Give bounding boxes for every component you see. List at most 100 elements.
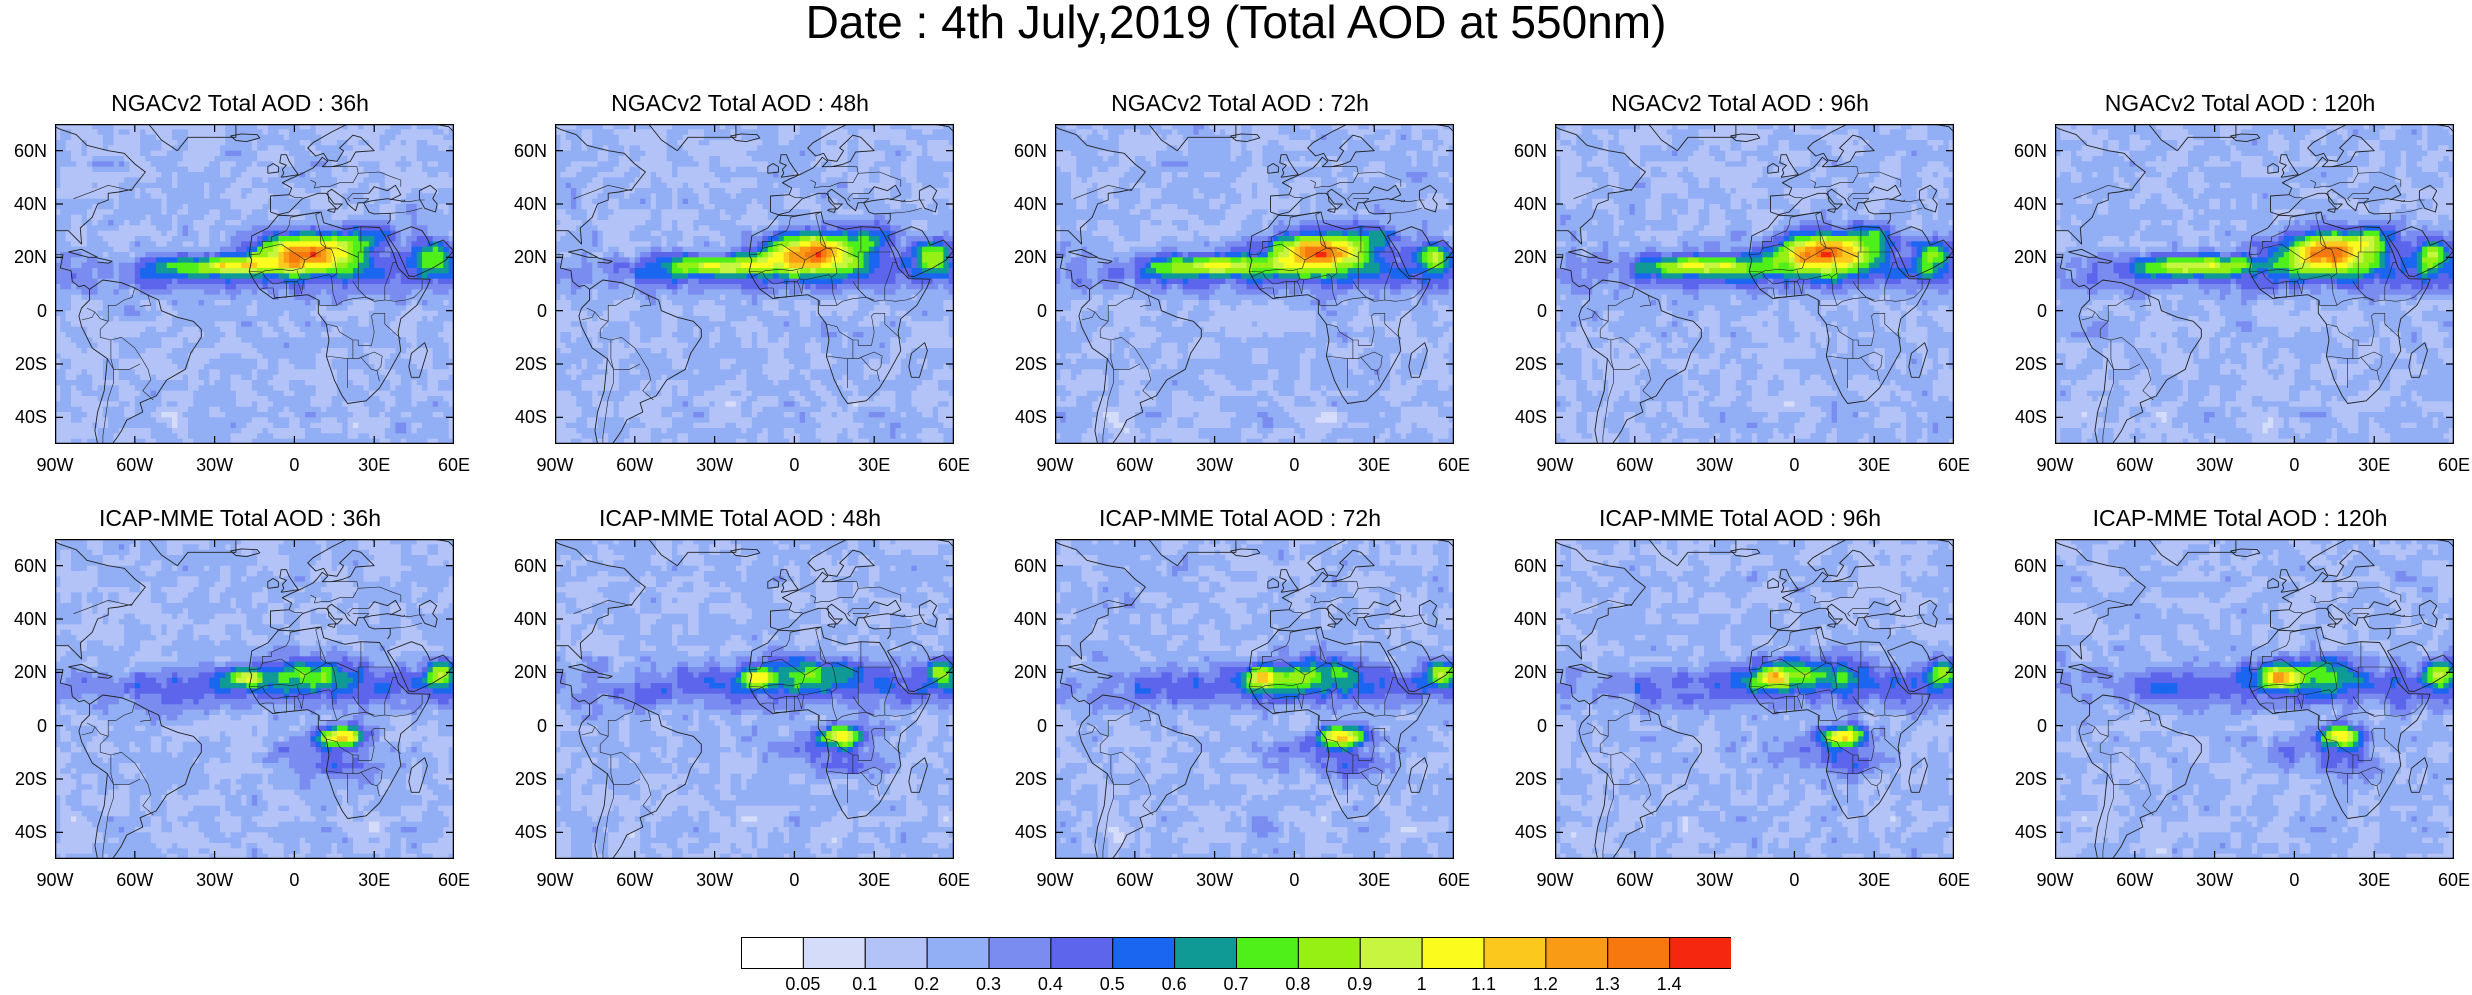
lon-tick-label: 60W <box>1105 871 1165 889</box>
aod-field <box>55 539 454 859</box>
map-frame <box>555 539 954 859</box>
lon-tick-label: 90W <box>1025 456 1085 474</box>
lon-tick-label: 90W <box>2025 456 2085 474</box>
lat-tick-label: 40S <box>987 408 1047 426</box>
lon-tick-label: 30W <box>1185 871 1245 889</box>
lat-tick-label: 20S <box>987 770 1047 788</box>
aod-field <box>2055 539 2454 859</box>
colorbar-tick-label: 0.6 <box>1144 975 1204 993</box>
panel-title: ICAP-MME Total AOD : 36h <box>0 505 480 531</box>
country-borders <box>573 581 925 859</box>
lon-tick-label: 30W <box>685 871 745 889</box>
lon-tick-label: 30E <box>1844 871 1904 889</box>
panel-title: ICAP-MME Total AOD : 96h <box>1500 505 1980 531</box>
colorbar-tick-label: 0.2 <box>897 975 957 993</box>
lat-tick-label: 40N <box>1487 195 1547 213</box>
lon-tick-label: 60E <box>1924 456 1984 474</box>
colorbar-tick-label: 1.3 <box>1577 975 1637 993</box>
lat-tick-label: 0 <box>1487 717 1547 735</box>
lat-tick-label: 40N <box>1487 610 1547 628</box>
aod-field <box>2055 124 2454 444</box>
lat-tick-label: 20N <box>1487 248 1547 266</box>
colorbar-tick-label: 0.8 <box>1268 975 1328 993</box>
axis-ticks <box>1055 539 1454 859</box>
map-frame <box>1055 124 1454 444</box>
lat-tick-label: 0 <box>987 717 1047 735</box>
lat-tick-label: 40S <box>487 823 547 841</box>
axis-ticks <box>2055 124 2454 444</box>
aod-field <box>55 124 454 444</box>
lon-tick-label: 0 <box>264 456 324 474</box>
lat-tick-label: 0 <box>1987 302 2047 320</box>
coastlines <box>55 539 454 859</box>
lat-tick-label: 40S <box>487 408 547 426</box>
lon-tick-label: 60W <box>605 871 665 889</box>
lon-tick-label: 0 <box>764 871 824 889</box>
aod-field <box>555 539 954 859</box>
lat-tick-label: 60N <box>1487 142 1547 160</box>
lon-tick-label: 30E <box>1344 871 1404 889</box>
lon-tick-label: 90W <box>2025 871 2085 889</box>
lat-tick-label: 60N <box>487 557 547 575</box>
colorbar-tick-label: 0.05 <box>773 975 833 993</box>
country-borders <box>2073 581 2425 859</box>
lat-tick-label: 60N <box>1487 557 1547 575</box>
colorbar-tick-label: 0.4 <box>1020 975 1080 993</box>
lat-tick-label: 40N <box>0 195 47 213</box>
aod-field <box>1555 539 1954 859</box>
axis-ticks <box>1555 539 1954 859</box>
colorbar-swatch <box>1421 937 1485 969</box>
aod-map <box>1555 124 1954 444</box>
map-panel: NGACv2 Total AOD : 96h 60N 40N 20N 0 20S 40S 90… <box>1500 90 1980 490</box>
colorbar-swatch <box>1359 937 1423 969</box>
axis-ticks <box>1555 124 1954 444</box>
lon-tick-label: 90W <box>1025 871 1085 889</box>
lon-tick-label: 30E <box>344 456 404 474</box>
lon-tick-label: 30W <box>685 456 745 474</box>
country-borders <box>1073 166 1425 444</box>
lat-tick-label: 40N <box>987 610 1047 628</box>
lon-tick-label: 30W <box>1685 456 1745 474</box>
lon-tick-label: 30E <box>844 871 904 889</box>
lon-tick-label: 0 <box>2264 456 2324 474</box>
lat-tick-label: 60N <box>987 557 1047 575</box>
lon-tick-label: 60E <box>1424 871 1484 889</box>
aod-map <box>2055 539 2454 859</box>
lon-tick-label: 30W <box>2185 871 2245 889</box>
map-panel: NGACv2 Total AOD : 36h 60N 40N 20N 0 20S 40S 90… <box>0 90 480 490</box>
lat-tick-label: 20N <box>0 663 47 681</box>
lat-tick-label: 20S <box>1487 355 1547 373</box>
map-frame <box>1555 539 1954 859</box>
lon-tick-label: 90W <box>1525 456 1585 474</box>
lon-tick-label: 60E <box>424 456 484 474</box>
lon-tick-label: 60E <box>424 871 484 889</box>
colorbar-swatch <box>926 937 990 969</box>
lon-tick-label: 0 <box>1764 871 1824 889</box>
map-frame <box>2055 124 2454 444</box>
lat-tick-label: 20N <box>1487 663 1547 681</box>
lat-tick-label: 0 <box>0 717 47 735</box>
lat-tick-label: 0 <box>0 302 47 320</box>
lat-tick-label: 60N <box>0 142 47 160</box>
lat-tick-label: 20N <box>987 663 1047 681</box>
lon-tick-label: 60E <box>1924 871 1984 889</box>
lon-tick-label: 60E <box>2424 871 2472 889</box>
lat-tick-label: 40S <box>0 408 47 426</box>
lon-tick-label: 0 <box>2264 871 2324 889</box>
coastlines <box>1555 124 1954 444</box>
coastlines <box>1055 124 1454 444</box>
colorbar-swatch <box>802 937 866 969</box>
colorbar-tick-label: 1.2 <box>1515 975 1575 993</box>
lon-tick-label: 30W <box>2185 456 2245 474</box>
axis-ticks <box>55 124 454 444</box>
lat-tick-label: 0 <box>1987 717 2047 735</box>
map-panel: ICAP-MME Total AOD : 36h 60N 40N 20N 0 20S 40S… <box>0 505 480 905</box>
coastlines <box>1055 539 1454 859</box>
colorbar-swatch <box>1545 937 1609 969</box>
lat-tick-label: 20N <box>487 663 547 681</box>
panel-title: NGACv2 Total AOD : 72h <box>1000 90 1480 116</box>
country-borders <box>1573 581 1925 859</box>
aod-map <box>1055 539 1454 859</box>
lat-tick-label: 60N <box>1987 142 2047 160</box>
colorbar-swatch <box>1669 937 1731 969</box>
